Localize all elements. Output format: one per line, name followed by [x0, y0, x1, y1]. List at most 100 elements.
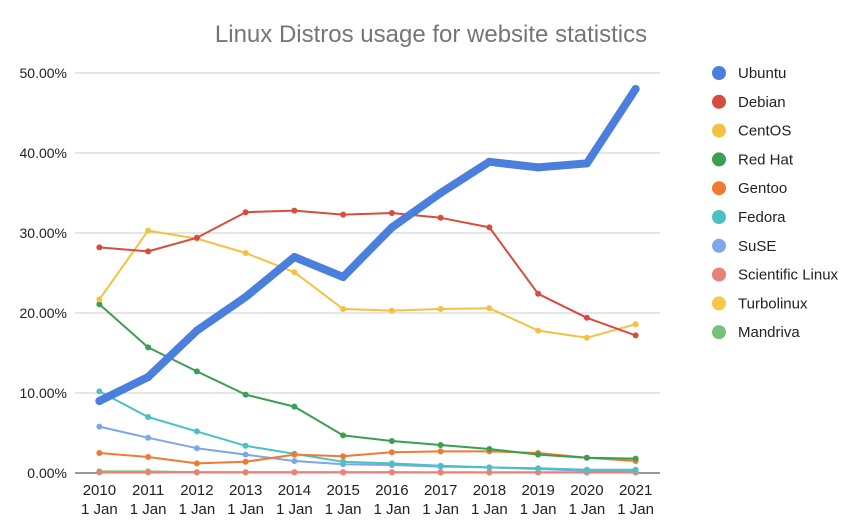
data-point: [632, 455, 639, 462]
data-point: [437, 442, 444, 448]
legend-swatch: [712, 66, 726, 80]
data-point: [534, 163, 543, 172]
data-point: [486, 469, 493, 476]
legend-item: Mandriva: [712, 324, 800, 341]
legend-swatch: [712, 325, 726, 340]
legend-label: Red Hat: [738, 151, 794, 168]
legend-item: Debian: [712, 94, 786, 111]
data-point: [96, 388, 103, 395]
y-tick-label: 0.00%: [27, 465, 67, 481]
legend-swatch: [712, 152, 726, 167]
series-line: [98, 450, 637, 465]
x-tick-sublabel: 1 Jan: [179, 501, 216, 518]
plot-area: [95, 85, 640, 476]
gridlines: [75, 72, 660, 474]
x-tick-label: 2010: [83, 482, 116, 499]
x-tick-label: 2020: [570, 482, 603, 499]
data-point: [340, 432, 347, 439]
data-point: [632, 321, 639, 328]
data-point: [291, 451, 298, 458]
data-point: [96, 296, 103, 303]
legend-label: Fedora: [738, 209, 786, 226]
x-tick-label: 2012: [180, 482, 213, 499]
series-centos: [96, 227, 639, 341]
legend-label: Turbolinux: [738, 295, 808, 312]
data-point: [193, 368, 200, 375]
data-point: [583, 314, 590, 321]
data-point: [96, 244, 103, 251]
data-point: [437, 214, 444, 221]
data-point: [388, 460, 395, 467]
data-point: [193, 234, 200, 241]
data-point: [242, 469, 249, 476]
y-tick-label: 40.00%: [20, 145, 67, 161]
data-point: [95, 397, 104, 405]
data-point: [535, 327, 542, 334]
data-point: [486, 464, 493, 471]
series-debian: [96, 207, 639, 339]
data-point: [145, 227, 152, 234]
data-point: [583, 454, 590, 461]
x-tick-label: 2014: [278, 482, 311, 499]
data-point: [241, 293, 250, 301]
data-point: [486, 446, 493, 452]
data-point: [340, 453, 347, 460]
data-point: [96, 301, 103, 308]
data-point: [340, 469, 347, 476]
legend-swatch: [712, 94, 726, 109]
data-point: [485, 157, 494, 166]
data-point: [145, 454, 152, 460]
x-tick-sublabel: 1 Jan: [374, 501, 411, 518]
data-point: [290, 253, 299, 261]
data-point: [437, 462, 444, 469]
legend-item: Fedora: [712, 209, 786, 226]
x-tick-sublabel: 1 Jan: [471, 501, 508, 518]
x-tick-sublabel: 1 Jan: [617, 501, 654, 518]
data-point: [145, 469, 152, 476]
data-point: [193, 460, 200, 467]
y-tick-label: 30.00%: [20, 225, 67, 241]
x-tick-sublabel: 1 Jan: [81, 501, 118, 518]
x-tick-label: 2015: [326, 482, 359, 499]
data-point: [535, 451, 542, 458]
x-tick-sublabel: 1 Jan: [569, 501, 606, 518]
legend-label: SuSE: [738, 238, 776, 255]
series-suse: [96, 423, 639, 474]
data-point: [242, 451, 249, 458]
y-tick-label: 20.00%: [20, 305, 67, 321]
x-tick-label: 2018: [473, 482, 506, 499]
data-point: [193, 469, 200, 476]
data-point: [291, 469, 298, 476]
data-point: [96, 423, 103, 430]
series-line: [98, 390, 637, 471]
data-point: [144, 373, 153, 381]
data-point: [535, 290, 542, 297]
x-tick-label: 2017: [424, 482, 457, 499]
data-point: [583, 334, 590, 341]
data-point: [632, 466, 639, 473]
legend-swatch: [712, 123, 726, 138]
data-point: [96, 469, 103, 476]
data-point: [388, 449, 395, 456]
data-point: [631, 85, 640, 93]
data-point: [388, 307, 395, 314]
y-tick-label: 10.00%: [20, 385, 67, 401]
x-tick-label: 2021: [619, 482, 652, 499]
data-point: [388, 438, 395, 444]
x-tick-sublabel: 1 Jan: [227, 501, 264, 518]
x-tick-label: 2013: [229, 482, 262, 499]
legend-item: Gentoo: [712, 180, 787, 197]
data-point: [437, 448, 444, 455]
data-point: [145, 414, 152, 420]
data-point: [145, 344, 152, 351]
series-fedora: [96, 388, 639, 473]
data-point: [340, 458, 347, 465]
data-point: [437, 469, 444, 476]
data-point: [291, 458, 298, 464]
data-point: [193, 428, 200, 435]
data-point: [242, 209, 249, 216]
data-point: [632, 332, 639, 339]
legend-swatch: [712, 296, 726, 311]
y-axis: 0.00% 10.00% 20.00% 30.00% 40.00% 50.00%: [20, 65, 67, 481]
